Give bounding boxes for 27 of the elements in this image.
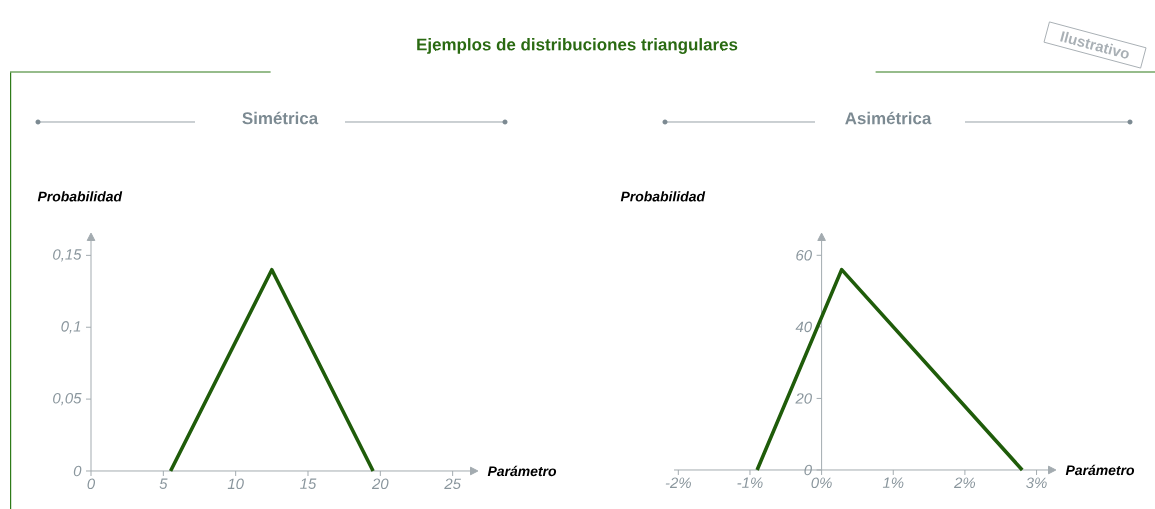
x-tick-label: 20 xyxy=(371,478,389,490)
x-axis-title: Parámetro xyxy=(487,465,557,477)
x-tick-label: 25 xyxy=(444,478,461,490)
y-tick-label: 0,05 xyxy=(53,392,82,406)
y-tick-label: 0,15 xyxy=(53,249,82,262)
y-tick-label: 60 xyxy=(796,250,812,261)
x-tick-label: 0% xyxy=(811,477,832,489)
x-tick-label: 10 xyxy=(227,478,244,490)
x-tick-label: -1% xyxy=(737,477,763,488)
x-tick-label: -2% xyxy=(665,477,691,489)
x-tick-label: 1% xyxy=(882,477,904,488)
chart-subtitle: Asimétrica xyxy=(845,111,932,125)
x-tick-label: 3% xyxy=(1026,477,1047,489)
x-axis-title: Parámetro xyxy=(1065,464,1135,476)
y-axis-title: Probabilidad xyxy=(37,191,123,202)
x-tick-label: 2% xyxy=(954,477,976,489)
y-axis-title: Probabilidad xyxy=(620,191,706,202)
y-tick-label: 0 xyxy=(804,464,812,476)
x-tick-label: 15 xyxy=(300,478,317,489)
text: Ejemplos de distribuciones triangulares xyxy=(417,38,738,54)
y-tick-label: 0 xyxy=(73,465,82,477)
y-tick-label: 40 xyxy=(795,321,812,333)
y-tick-label: 0,1 xyxy=(61,321,81,334)
x-tick-label: 5 xyxy=(159,478,168,489)
x-tick-label: 0 xyxy=(87,478,96,490)
y-tick-label: 20 xyxy=(795,393,812,404)
chart-subtitle: Simétrica xyxy=(242,111,319,125)
